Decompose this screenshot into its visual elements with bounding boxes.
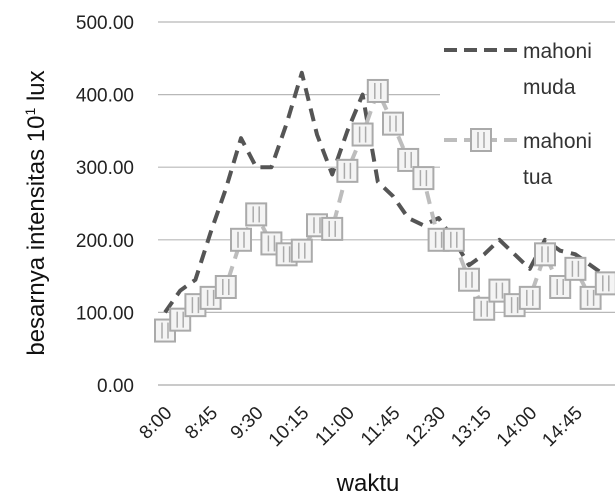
x-tick-label: 14:45: [538, 403, 586, 451]
legend-bg: [440, 122, 615, 204]
legend-bg: [440, 32, 615, 114]
series-point: [534, 242, 556, 267]
series-point: [366, 78, 389, 103]
series-point: [290, 238, 313, 263]
marker-square: [321, 216, 344, 241]
y-axis-label: besarnya intensitas 101 lux: [22, 70, 50, 355]
series-line-0: [163, 70, 607, 314]
y-tick-label: 0.00: [97, 376, 134, 397]
marker-square: [382, 111, 404, 136]
marker-square: [518, 285, 541, 310]
x-tick-label: 9:30: [227, 403, 268, 444]
marker-square: [473, 296, 496, 321]
marker-square: [549, 274, 572, 299]
y-tick-label: 400.00: [76, 86, 134, 107]
x-tick-labels: 8:00 8:45 9:3010:1511:0011:4512:3013:1514:…: [136, 403, 587, 451]
x-tick-label: 12:30: [402, 403, 450, 451]
legend-label: mahoni: [523, 40, 592, 63]
marker-square: [290, 238, 313, 263]
marker-square: [594, 271, 615, 296]
y-tick-label: 200.00: [76, 231, 134, 252]
legend: mahoni muda mahoni tua: [440, 32, 615, 204]
series-point: [245, 202, 268, 227]
series-point: [214, 274, 237, 299]
series-point: [458, 267, 480, 292]
series-point: [549, 274, 572, 299]
y-tick-labels: 0.00 100.00 200.00 300.00 400.00 500.00: [76, 13, 134, 397]
series-point: [412, 166, 435, 191]
x-tick-label: 11:45: [357, 403, 404, 450]
series-point: [397, 147, 420, 172]
x-tick-label: 14:00: [493, 403, 541, 451]
marker-square: [336, 158, 359, 183]
y-tick-label: 100.00: [76, 303, 134, 324]
marker-square: [534, 242, 556, 267]
marker-square: [397, 147, 420, 172]
marker-square: [230, 227, 252, 252]
series-point: [336, 158, 359, 183]
series-point: [473, 296, 496, 321]
marker-square: [214, 274, 237, 299]
legend-marker: [470, 128, 492, 152]
y-tick-label: 500.00: [76, 13, 134, 34]
y-tick-label: 300.00: [76, 158, 134, 179]
marker-square: [351, 122, 374, 147]
x-tick-label: 13:15: [447, 403, 495, 451]
x-tick-label: 11:00: [311, 403, 358, 450]
series-point: [594, 271, 615, 296]
marker-square: [412, 166, 435, 191]
marker-square: [366, 78, 389, 103]
x-axis-label: waktu: [336, 470, 400, 497]
series-point: [518, 285, 541, 310]
legend-label: muda: [523, 76, 576, 99]
legend-label: tua: [523, 166, 553, 189]
series-point: [321, 216, 344, 241]
series-point: [382, 111, 404, 136]
series-point: [442, 227, 465, 252]
x-tick-label: 8:45: [181, 403, 222, 444]
marker-square: [564, 256, 587, 281]
series-point: [351, 122, 374, 147]
legend-label: mahoni: [523, 130, 592, 153]
series-point: [230, 227, 252, 252]
x-tick-label: 8:00: [136, 403, 177, 444]
series-group: [154, 70, 615, 343]
series-point: [564, 256, 587, 281]
x-tick-label: 10:15: [265, 403, 313, 451]
marker-square: [442, 227, 465, 252]
marker-square: [245, 202, 268, 227]
marker-square: [458, 267, 480, 292]
